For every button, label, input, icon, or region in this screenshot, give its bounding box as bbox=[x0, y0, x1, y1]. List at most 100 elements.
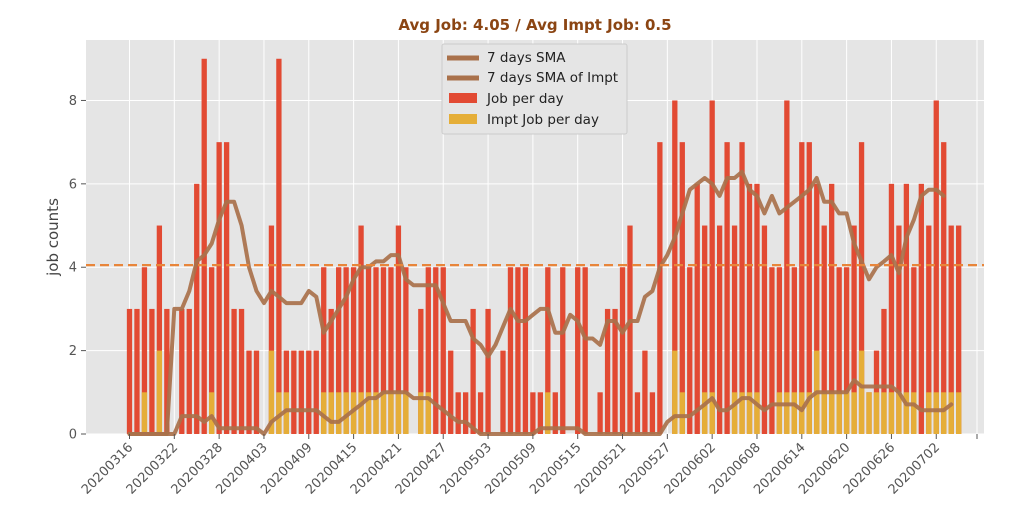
impt-bar bbox=[739, 392, 745, 434]
job-bar bbox=[926, 225, 932, 434]
job-bar bbox=[627, 225, 633, 434]
impt-bar bbox=[141, 392, 148, 434]
job-bar bbox=[350, 267, 357, 434]
job-bar bbox=[575, 267, 581, 434]
y-tick-label: 6 bbox=[69, 177, 77, 192]
impt-bar bbox=[888, 392, 895, 434]
job-bar bbox=[784, 100, 790, 435]
job-bar bbox=[321, 267, 327, 434]
impt-bar bbox=[926, 392, 932, 434]
job-bar bbox=[134, 308, 140, 434]
job-bar bbox=[291, 350, 297, 434]
job-bar bbox=[806, 142, 812, 435]
job-bar bbox=[164, 308, 170, 434]
job-bar bbox=[298, 350, 304, 434]
job-bar bbox=[657, 142, 663, 435]
impt-bar bbox=[806, 392, 812, 434]
impt-bar bbox=[336, 392, 342, 434]
y-tick-label: 8 bbox=[69, 94, 77, 109]
x-axis-ticks: 2020031620200322202003282020040320200409… bbox=[79, 434, 978, 498]
job-bar bbox=[403, 267, 409, 434]
chart-title: Avg Job: 4.05 / Avg Impt Job: 0.5 bbox=[398, 16, 671, 34]
job-bar bbox=[694, 183, 700, 434]
job-bar bbox=[702, 225, 708, 434]
impt-bar bbox=[545, 392, 551, 434]
job-bar bbox=[851, 225, 857, 434]
job-bar bbox=[814, 183, 820, 434]
job-bar bbox=[380, 267, 387, 434]
job-bar bbox=[739, 142, 745, 435]
job-bar bbox=[201, 58, 207, 435]
job-bar bbox=[709, 100, 715, 435]
impt-bar bbox=[858, 350, 865, 434]
job-bar bbox=[537, 392, 543, 434]
y-tick-label: 2 bbox=[69, 344, 77, 359]
job-bar bbox=[821, 225, 827, 434]
job-bar bbox=[597, 392, 603, 434]
impt-bar bbox=[268, 350, 275, 434]
job-bar bbox=[246, 350, 252, 434]
impt-bar bbox=[395, 392, 402, 434]
job-bar bbox=[365, 267, 372, 434]
legend-swatch-job bbox=[449, 93, 477, 103]
job-bar bbox=[731, 225, 738, 434]
job-bar bbox=[858, 142, 865, 435]
impt-bar bbox=[896, 392, 902, 434]
job-bar bbox=[216, 142, 222, 435]
job-bar bbox=[440, 267, 446, 434]
job-bar bbox=[186, 308, 192, 434]
job-bar bbox=[156, 225, 163, 434]
job-bar bbox=[836, 267, 842, 434]
job-bar bbox=[485, 308, 491, 434]
job-bar bbox=[373, 267, 379, 434]
job-bar bbox=[545, 267, 551, 434]
job-bar bbox=[470, 308, 476, 434]
impt-bar bbox=[829, 392, 835, 434]
job-bar bbox=[253, 350, 260, 434]
job-bars bbox=[126, 58, 962, 435]
impt-bar bbox=[276, 392, 282, 434]
job-bar bbox=[313, 350, 319, 434]
impt-bar bbox=[358, 392, 364, 434]
impt-bar bbox=[388, 392, 394, 434]
job-bar bbox=[425, 267, 431, 434]
impt-bar bbox=[418, 392, 424, 434]
impt-bar bbox=[380, 392, 387, 434]
job-bar bbox=[328, 308, 334, 434]
job-bar bbox=[358, 225, 364, 434]
job-bar bbox=[888, 183, 895, 434]
job-bar bbox=[149, 308, 155, 434]
job-bar bbox=[455, 392, 461, 434]
job-bar bbox=[791, 267, 797, 434]
impt-bar bbox=[933, 392, 939, 434]
job-bar bbox=[679, 142, 685, 435]
job-bar bbox=[231, 308, 237, 434]
job-bar bbox=[306, 350, 312, 434]
legend-label-sma-impt: 7 days SMA of Impt bbox=[487, 70, 618, 86]
impt-bar bbox=[403, 392, 409, 434]
job-bar bbox=[223, 142, 230, 435]
job-bar bbox=[746, 183, 753, 434]
legend-label-impt: Impt Job per day bbox=[487, 112, 599, 128]
impt-bar bbox=[754, 392, 760, 434]
impt-bar bbox=[799, 392, 805, 434]
job-bar bbox=[500, 350, 506, 434]
job-bar bbox=[843, 267, 850, 434]
job-bar bbox=[448, 350, 454, 434]
job-bar bbox=[829, 183, 835, 434]
job-bar bbox=[941, 142, 947, 435]
impt-bar bbox=[156, 350, 163, 434]
job-bar bbox=[530, 392, 536, 434]
job-bar bbox=[881, 308, 887, 434]
job-bar bbox=[418, 308, 424, 434]
impt-bar bbox=[731, 392, 738, 434]
job-bar bbox=[754, 183, 760, 434]
impt-bar bbox=[365, 392, 372, 434]
job-bar bbox=[776, 267, 783, 434]
job-bar bbox=[268, 225, 275, 434]
job-bar bbox=[582, 267, 588, 434]
job-bar bbox=[948, 225, 954, 434]
impt-bar bbox=[373, 392, 379, 434]
sma-impt-line bbox=[127, 378, 954, 436]
job-bar bbox=[238, 308, 245, 434]
